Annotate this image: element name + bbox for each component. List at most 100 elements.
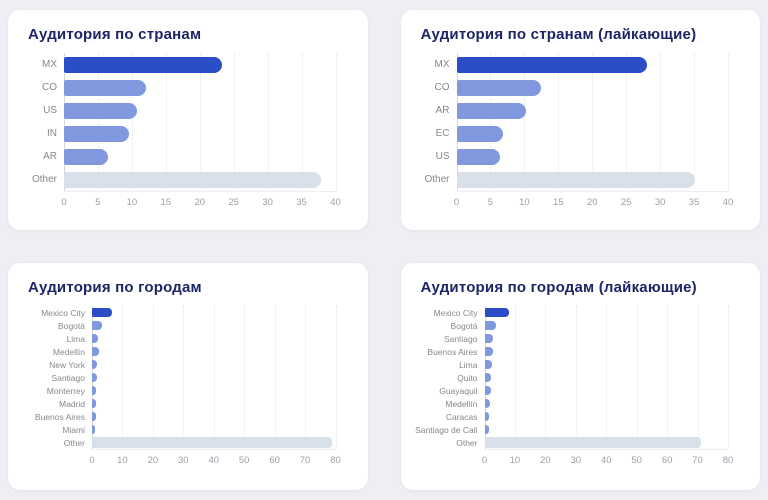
bar-madrid[interactable] [92, 399, 96, 408]
bar-other[interactable] [92, 437, 332, 448]
bar-row [64, 53, 336, 76]
gridline [514, 306, 516, 450]
bar-santiago[interactable] [92, 373, 97, 382]
gridline [456, 53, 458, 192]
bar-new-york[interactable] [92, 360, 97, 369]
bar-row [484, 345, 729, 358]
bar-quito[interactable] [484, 373, 492, 382]
gridline [667, 306, 669, 450]
category-label: Mexico City [41, 307, 85, 318]
axis-tick-label: 0 [89, 455, 95, 466]
bar-row [484, 319, 729, 332]
bar-medellín[interactable] [484, 399, 490, 408]
chart-title-countries-likers: Аудитория по странам (лайкающие) [420, 26, 697, 43]
bar-other[interactable] [456, 171, 696, 188]
x-axis: 0 5 10 15 20 25 30 35 40 [453, 192, 733, 209]
axis-tick-label: 25 [620, 197, 632, 208]
category-label: Mexico City [433, 307, 478, 318]
bars [92, 306, 336, 450]
axis-tick-label: 70 [692, 455, 703, 466]
bar-row [484, 384, 729, 397]
gridline [728, 306, 729, 450]
bar-monterrey[interactable] [92, 386, 97, 395]
bar-ar[interactable] [64, 148, 109, 165]
bar-mexico-city[interactable] [484, 308, 510, 317]
bar-row [484, 332, 729, 345]
axis-tick-label: 60 [661, 455, 673, 466]
bar-medellín[interactable] [92, 347, 99, 356]
category-label: EC [435, 128, 450, 139]
axis-tick-label: 20 [586, 197, 598, 208]
category-label: Santiago de Cali [415, 424, 478, 435]
category-label: Bogotá [58, 320, 85, 331]
axis-tick-label: 10 [126, 197, 138, 208]
bar-ec[interactable] [456, 125, 504, 142]
axis-tick-label: 30 [262, 197, 273, 208]
gridline [97, 53, 99, 192]
bar-row [484, 397, 729, 410]
bar-row [484, 436, 729, 449]
gridline [165, 53, 167, 192]
axis-tick-label: 30 [654, 197, 666, 208]
audience-cities-likers-card: Аудитория по городам (лайкающие) Mexico … [400, 263, 760, 490]
bar-bogotá[interactable] [484, 321, 497, 330]
category-labels: MX CO AR EC US Other [419, 53, 457, 209]
plot-area: 0 5 10 15 20 25 30 35 40 [61, 53, 341, 209]
category-label: AR [435, 105, 450, 116]
bar-row [64, 168, 336, 191]
axis-tick-label: 0 [481, 455, 488, 466]
plot-area: 0 10 20 30 40 50 60 70 80 [89, 306, 341, 467]
bar-us[interactable] [456, 148, 500, 165]
axis-tick-label: 40 [208, 455, 220, 466]
category-label: Santiago [443, 333, 478, 344]
bar-chart-cities-likers: Mexico City Bogotá Santiago Buenos Aires Lim… [415, 306, 743, 467]
bar-co[interactable] [456, 79, 542, 96]
axis-tick-label: 50 [631, 455, 642, 466]
gridline [660, 53, 662, 192]
gridline [131, 53, 133, 192]
bar-other[interactable] [484, 437, 702, 448]
axis-tick-label: 20 [540, 455, 551, 466]
bar-buenos-aires[interactable] [484, 347, 493, 356]
category-label: US [43, 105, 57, 116]
bar-chart-countries-likers: MX CO AR EC US Other 0 5 10 15 20 25 30 35 40 [419, 53, 743, 209]
category-label: Miami [62, 424, 85, 435]
x-axis: 0 10 20 30 40 50 60 70 80 [481, 450, 733, 467]
category-label: Medellín [445, 398, 478, 409]
x-axis: 0 5 10 15 20 25 30 35 40 [61, 192, 340, 209]
bar-lima[interactable] [484, 360, 492, 369]
bar-santiago-de-cali[interactable] [484, 425, 490, 434]
bar-mx[interactable] [64, 56, 223, 73]
category-label: Other [424, 174, 450, 185]
bar-buenos-aires[interactable] [92, 412, 96, 421]
bar-miami[interactable] [92, 425, 96, 434]
category-label: Lima [459, 359, 478, 370]
bar-caracas[interactable] [484, 412, 490, 421]
category-label: Quito [457, 372, 478, 383]
gridline [728, 53, 729, 192]
category-label: Buenos Aires [34, 411, 85, 422]
axis-tick-label: 60 [269, 455, 280, 466]
gridline [592, 53, 594, 192]
bar-guayaquil[interactable] [484, 386, 491, 395]
bar-row [92, 410, 336, 423]
bar-us[interactable] [64, 102, 138, 119]
bar-mexico-city[interactable] [92, 308, 112, 317]
bar-row [456, 122, 729, 145]
bar-co[interactable] [64, 79, 147, 96]
gridline [213, 306, 215, 450]
category-label: MX [434, 59, 450, 70]
bar-santiago[interactable] [484, 334, 494, 343]
bar-chart-countries: MX CO US IN AR Other 0 5 10 15 20 25 30 35 40 [26, 53, 350, 209]
axis-tick-label: 0 [453, 197, 460, 208]
bar-other[interactable] [64, 171, 321, 188]
bar-in[interactable] [64, 125, 130, 142]
bar-bogotá[interactable] [92, 321, 102, 330]
bar-ar[interactable] [456, 102, 527, 119]
bar-lima[interactable] [92, 334, 99, 343]
bar-row [92, 332, 336, 345]
bar-mx[interactable] [456, 56, 648, 73]
axis-tick-label: 5 [95, 197, 101, 208]
gridline [545, 306, 547, 450]
axis-tick-label: 70 [299, 455, 311, 466]
